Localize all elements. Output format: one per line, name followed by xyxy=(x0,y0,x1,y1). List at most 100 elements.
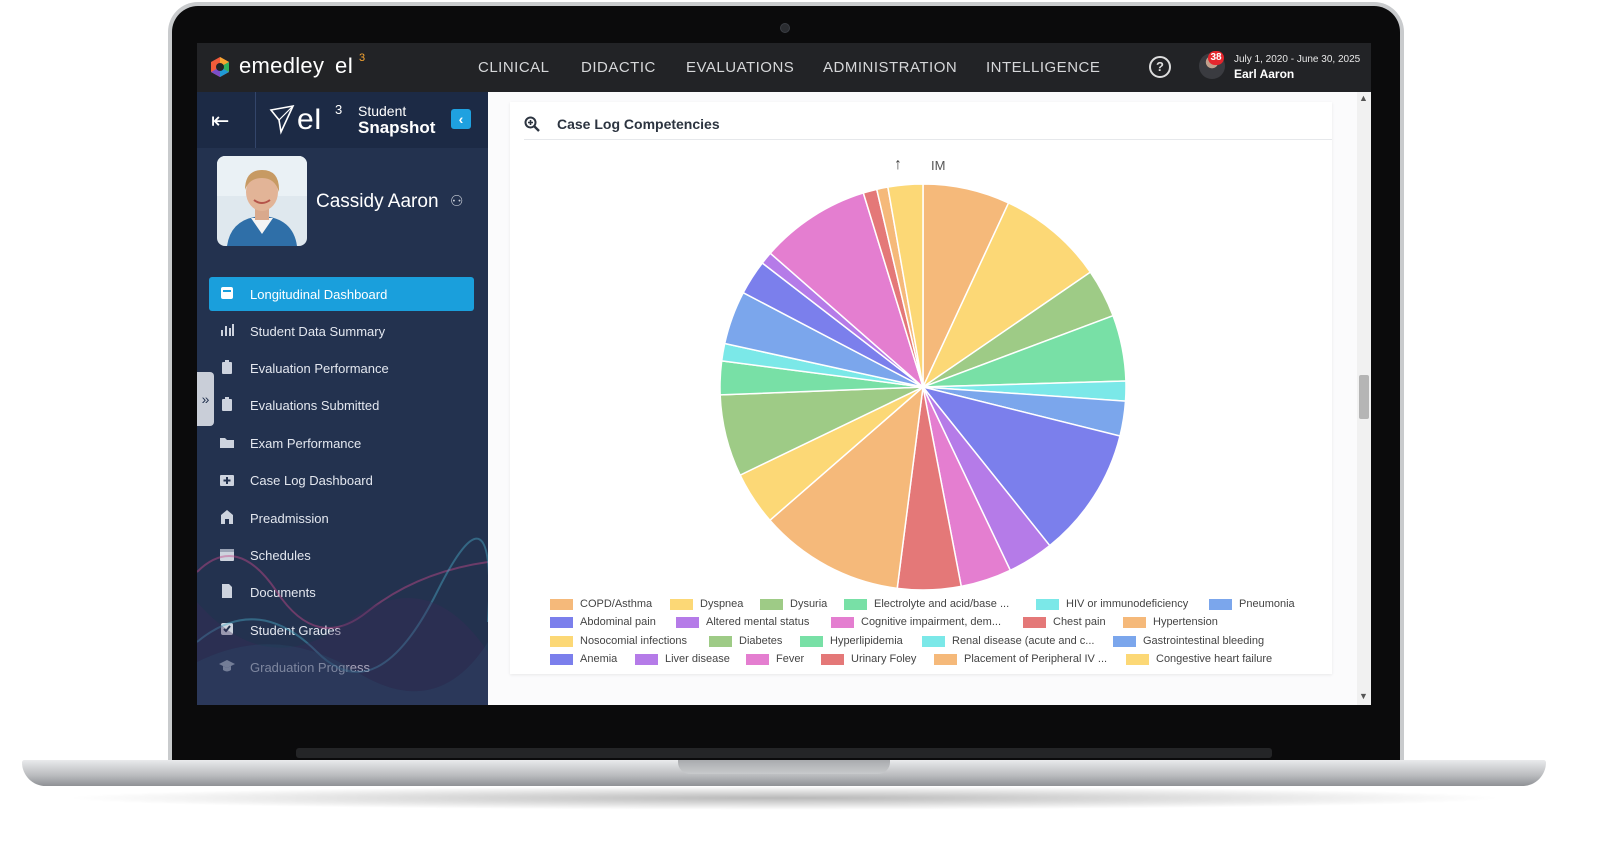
scroll-down-arrow-icon[interactable]: ▼ xyxy=(1359,691,1368,701)
sidebar-header-divider xyxy=(255,92,256,148)
legend-swatch xyxy=(550,654,573,665)
laptop-shadow xyxy=(60,786,1508,810)
sidebar-logo-text: eI xyxy=(297,103,323,136)
top-navigation-bar: emedley eI 3 CLINICAL DIDACTIC EVALUATIO… xyxy=(197,43,1371,92)
nav-clinical[interactable]: CLINICAL xyxy=(478,59,550,76)
sidebar-item-documents[interactable]: Documents xyxy=(209,575,474,609)
clipboard-icon xyxy=(222,360,232,374)
pie-slice[interactable]: Dyspnea xyxy=(921,201,1092,390)
legend-label: Pneumonia xyxy=(1239,598,1295,610)
expand-panel-handle[interactable]: » xyxy=(197,372,214,426)
chart-level-label: IM xyxy=(931,158,946,173)
pie-slice[interactable]: Nosocomial infections xyxy=(886,183,924,388)
sidebar-item-exam-performance[interactable]: Exam Performance xyxy=(209,426,474,460)
bar-chart-icon xyxy=(221,324,234,336)
card-divider xyxy=(524,139,1332,140)
sidebar-item-preadmission[interactable]: Preadmission xyxy=(209,501,474,535)
legend-label: Fever xyxy=(776,653,805,665)
sidebar-item-longitudinal-dashboard[interactable]: Longitudinal Dashboard xyxy=(209,277,474,311)
nav-intelligence[interactable]: INTELLIGENCE xyxy=(986,59,1101,76)
sidebar-item-schedules[interactable]: Schedules xyxy=(209,538,474,572)
legend-label: Altered mental status xyxy=(706,616,810,628)
legend-swatch xyxy=(550,636,573,647)
legend-swatch xyxy=(831,617,854,628)
notification-badge[interactable]: 38 xyxy=(1208,51,1224,65)
sidebar-item-student-grades[interactable]: Student Grades xyxy=(209,613,474,647)
nav-evaluations[interactable]: EVALUATIONS xyxy=(686,59,795,76)
sidebar-logo-superscript: 3 xyxy=(335,102,343,117)
legend-swatch xyxy=(760,599,783,610)
legend-label: Nosocomial infections xyxy=(580,635,687,647)
brand-product: eI xyxy=(335,53,354,78)
legend-label: Gastrointestinal bleeding xyxy=(1143,635,1265,647)
legend-label: Diabetes xyxy=(739,635,783,647)
sidebar-title-bottom: Snapshot xyxy=(358,118,436,137)
sidebar-item-student-data-summary[interactable]: Student Data Summary xyxy=(209,314,474,348)
legend-label: Abdominal pain xyxy=(580,616,656,628)
legend-swatch xyxy=(1036,599,1059,610)
document-icon xyxy=(222,584,232,598)
folder-icon xyxy=(220,438,234,448)
legend-swatch xyxy=(550,599,573,610)
help-icon[interactable]: ? xyxy=(1149,56,1171,78)
pie-slice[interactable]: Cognitive impairment, dem... xyxy=(769,192,925,390)
student-name: Cassidy Aaron xyxy=(316,191,439,212)
sidebar-item-label: Preadmission xyxy=(250,511,329,526)
pie-slice[interactable]: Anemia xyxy=(921,385,1121,547)
sidebar-item-label: Exam Performance xyxy=(250,436,362,451)
legend-label: Electrolyte and acid/base ... xyxy=(874,598,1010,610)
legend-swatch xyxy=(709,636,732,647)
legend-label: Dyspnea xyxy=(700,598,744,610)
sidebar-item-graduation-progress[interactable]: Graduation Progress xyxy=(209,650,474,684)
sidebar-item-case-log-dashboard[interactable]: Case Log Dashboard xyxy=(209,463,474,497)
legend-label: Congestive heart failure xyxy=(1156,653,1273,665)
sidebar-item-label: Evaluations Submitted xyxy=(250,398,380,413)
laptop-notch xyxy=(678,760,890,774)
legend-label: Placement of Peripheral IV ... xyxy=(964,653,1108,665)
nav-administration[interactable]: ADMINISTRATION xyxy=(823,59,958,76)
legend-label: Chest pain xyxy=(1053,616,1106,628)
sidebar-item-label: Schedules xyxy=(250,548,311,563)
paper-plane-icon xyxy=(269,104,295,135)
sidebar-title-top: Student xyxy=(358,103,407,119)
graduation-cap-icon xyxy=(219,660,235,672)
emedley-logo-icon[interactable] xyxy=(209,56,231,78)
user-name[interactable]: Earl Aaron xyxy=(1234,67,1295,81)
case-log-competencies-card: Case Log Competencies ↑ IM COPD/Asthma Dy… xyxy=(510,102,1332,674)
sidebar-item-evaluations-submitted[interactable]: Evaluations Submitted xyxy=(209,388,474,422)
legend-swatch xyxy=(676,617,699,628)
laptop-hinge xyxy=(296,748,1272,758)
legend-label: Cognitive impairment, dem... xyxy=(861,616,1001,628)
sidebar-item-label: Student Grades xyxy=(250,623,342,638)
card-title: Case Log Competencies xyxy=(557,116,720,132)
zoom-in-icon[interactable] xyxy=(524,116,540,132)
building-icon xyxy=(221,510,233,524)
legend-label: Hypertension xyxy=(1153,616,1218,628)
brand-name: emedley xyxy=(239,53,325,78)
sidebar: ⇤ eI 3 Student Snapshot ‹ xyxy=(197,92,488,705)
legend-swatch xyxy=(922,636,945,647)
legend-swatch xyxy=(1126,654,1149,665)
drill-up-arrow-icon[interactable]: ↑ xyxy=(894,156,902,173)
sidebar-item-label: Documents xyxy=(250,585,316,600)
legend-label: HIV or immunodeficiency xyxy=(1066,598,1189,610)
legend-swatch xyxy=(821,654,844,665)
pie-slice[interactable]: Placement of Peripheral IV ... xyxy=(768,385,924,590)
id-card-icon[interactable]: ⚇ xyxy=(450,193,464,210)
legend-swatch xyxy=(1209,599,1232,610)
collapse-sidebar-button[interactable]: ‹ xyxy=(451,109,471,129)
academic-date-range[interactable]: July 1, 2020 - June 30, 2025 xyxy=(1234,54,1361,65)
nav-didactic[interactable]: DIDACTIC xyxy=(581,59,656,76)
sidebar-item-label: Student Data Summary xyxy=(250,324,386,339)
scrollbar-thumb[interactable] xyxy=(1359,375,1369,419)
scroll-up-arrow-icon[interactable]: ▲ xyxy=(1359,93,1368,103)
checkbox-icon xyxy=(221,623,233,635)
decorative-waves xyxy=(197,537,488,705)
sidebar-item-label: Longitudinal Dashboard xyxy=(250,287,388,302)
exit-icon[interactable]: ⇤ xyxy=(211,108,230,133)
legend-swatch xyxy=(550,617,573,628)
sidebar-item-evaluation-performance[interactable]: Evaluation Performance xyxy=(209,351,474,385)
legend-swatch xyxy=(1023,617,1046,628)
legend-label: Urinary Foley xyxy=(851,653,917,665)
legend-label: Liver disease xyxy=(665,653,730,665)
